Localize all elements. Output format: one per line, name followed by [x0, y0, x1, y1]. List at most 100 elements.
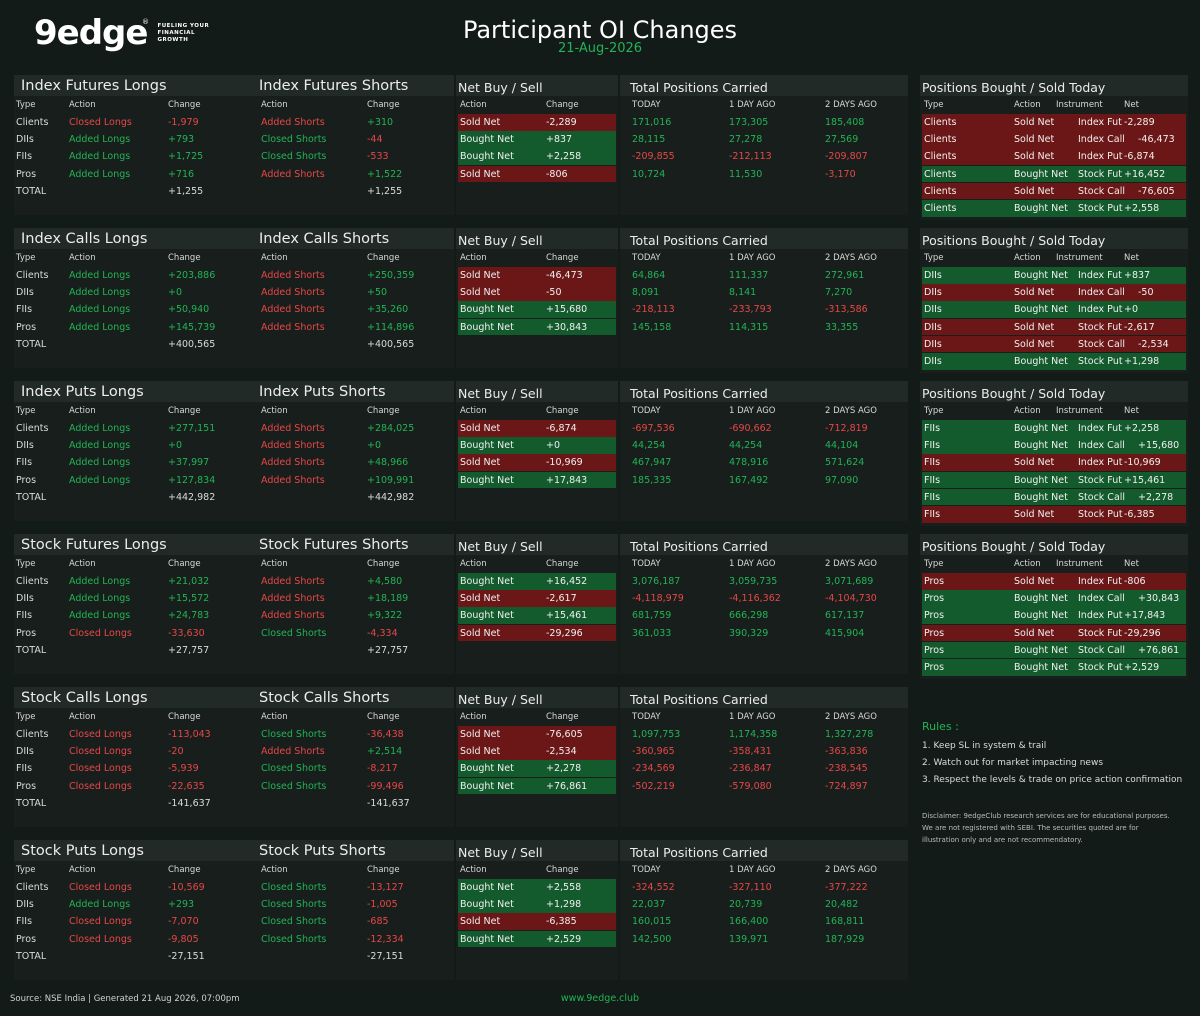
net-change: +2,278: [546, 763, 582, 775]
instrument: Index Put: [1078, 151, 1123, 163]
net-action: Sold Net: [1014, 287, 1055, 299]
net-change: -76,605: [1138, 185, 1175, 197]
net-change: -6,385: [1124, 509, 1155, 520]
net-change: +15,461: [1124, 474, 1166, 486]
net-action: Bought Net: [1014, 474, 1068, 486]
oi-change-panel: Index Puts Longs Index Puts Shorts Type Act…: [14, 381, 454, 521]
long-action: Closed Longs: [69, 780, 132, 792]
total-label: TOTAL: [16, 797, 47, 809]
short-change: -685: [367, 916, 389, 928]
change-header: Change: [168, 100, 201, 110]
total-positions-panel: Total Positions Carried TODAY 1 DAY AGO 2 D…: [620, 534, 908, 674]
table-row: 8,091 8,141 7,270: [620, 284, 908, 301]
net-change: +2,529: [1124, 662, 1160, 673]
long-action: Added Longs: [69, 321, 131, 333]
total-long: +442,982: [168, 491, 216, 503]
position-today: -209,855: [632, 151, 675, 163]
net-change: +2,558: [1124, 203, 1160, 214]
brand-logo[interactable]: 9edge ® FUELING YOUR FINANCIAL GROWTH: [34, 16, 217, 50]
long-panel-title: Index Futures Longs: [21, 78, 167, 94]
position-today: 22,037: [632, 899, 666, 911]
net-change: -2,289: [546, 117, 577, 128]
table-row: 28,115 27,278 27,569: [620, 131, 908, 148]
one-day-ago-header: 1 DAY AGO: [729, 865, 776, 875]
bought-sold-row: Pros Sold Net Index Fut -806: [922, 573, 1186, 590]
action-header: Action: [69, 406, 96, 416]
position-1-day-ago: 27,278: [729, 134, 763, 146]
page-title: Participant OI Changes: [462, 16, 738, 44]
instrument: Index Fut: [1078, 270, 1122, 281]
position-today: 681,759: [632, 610, 672, 622]
change-header: Change: [168, 406, 201, 416]
bought-sold-row: DIIs Bought Net Index Fut +837: [922, 267, 1186, 284]
type-header: Type: [16, 406, 36, 416]
short-action: Added Shorts: [261, 457, 325, 469]
instrument: Index Call: [1078, 440, 1125, 452]
table-row: -697,536 -690,662 -712,819: [620, 420, 908, 437]
instrument: Index Call: [1078, 287, 1125, 299]
short-action: Closed Shorts: [261, 882, 327, 893]
net-change: -806: [546, 168, 568, 180]
bought-sold-title: Positions Bought / Sold Today: [922, 80, 1106, 95]
short-action: Added Shorts: [261, 270, 325, 281]
position-1-day-ago: 666,298: [729, 610, 769, 622]
position-today: 10,724: [632, 168, 666, 180]
table-row: 171,016 173,305 185,408: [620, 114, 908, 131]
short-action: Added Shorts: [261, 168, 325, 180]
long-action: Added Longs: [69, 899, 131, 911]
position-1-day-ago: 173,305: [729, 117, 769, 128]
short-action: Added Shorts: [261, 287, 325, 299]
net-change: +76,861: [546, 780, 588, 792]
participant-type: Clients: [16, 270, 49, 281]
total-row: TOTAL +1,255 +1,255: [14, 183, 454, 200]
action-header: Action: [1014, 100, 1041, 110]
position-1-day-ago: -327,110: [729, 882, 772, 893]
net-action: Sold Net: [1014, 134, 1055, 146]
long-change: -20: [168, 746, 184, 758]
participant-type: FIIs: [16, 610, 33, 622]
net-panel-title: Net Buy / Sell: [458, 80, 543, 95]
change-header: Change: [367, 559, 400, 569]
footer-website-link[interactable]: www.9edge.club: [560, 993, 640, 1004]
net-change: -46,473: [546, 270, 583, 281]
net-action: Sold Net: [460, 457, 501, 469]
change-header: Change: [546, 406, 579, 416]
long-change: -33,630: [168, 627, 205, 639]
net-action: Bought Net: [460, 134, 514, 146]
action-header: Action: [261, 712, 288, 722]
oi-change-panel: Stock Futures Longs Stock Futures Shorts T…: [14, 534, 454, 674]
net-action: Bought Net: [460, 151, 514, 163]
position-2-days-ago: 617,137: [825, 610, 865, 622]
participant-type: Pros: [924, 662, 945, 673]
table-row: Pros Closed Longs -33,630 Closed Shorts -4,3…: [14, 625, 454, 642]
table-row: DIIs Added Longs +0 Added Shorts +0: [14, 437, 454, 454]
table-row: Pros Added Longs +716 Added Shorts +1,522: [14, 166, 454, 183]
participant-type: DIIs: [16, 746, 34, 758]
position-2-days-ago: 185,408: [825, 117, 865, 128]
panel-header: Net Buy / Sell: [456, 228, 618, 249]
long-change: +0: [168, 440, 183, 452]
net-row: Bought Net +15,461: [458, 607, 616, 625]
total-positions-title: Total Positions Carried: [630, 386, 768, 401]
type-header: Type: [16, 100, 36, 110]
total-label: TOTAL: [16, 644, 47, 656]
participant-type: FIIs: [16, 916, 33, 928]
net-action: Bought Net: [1014, 356, 1068, 367]
position-today: 185,335: [632, 474, 672, 486]
net-change: +16,452: [546, 576, 588, 587]
long-change: -22,635: [168, 780, 205, 792]
participant-type: Pros: [924, 593, 945, 605]
action-header: Action: [460, 712, 487, 722]
action-header: Action: [69, 253, 96, 263]
long-action: Added Longs: [69, 134, 131, 146]
action-header: Action: [460, 100, 487, 110]
instrument: Stock Call: [1078, 644, 1126, 656]
position-2-days-ago: 1,327,278: [825, 729, 874, 740]
long-change: +127,834: [168, 474, 216, 486]
instrument: Index Put: [1078, 304, 1123, 316]
total-positions-panel: Total Positions Carried TODAY 1 DAY AGO 2 D…: [620, 840, 908, 980]
participant-type: Clients: [16, 882, 49, 893]
net-action: Bought Net: [460, 899, 514, 911]
net-action: Bought Net: [1014, 304, 1068, 316]
change-header: Change: [367, 406, 400, 416]
